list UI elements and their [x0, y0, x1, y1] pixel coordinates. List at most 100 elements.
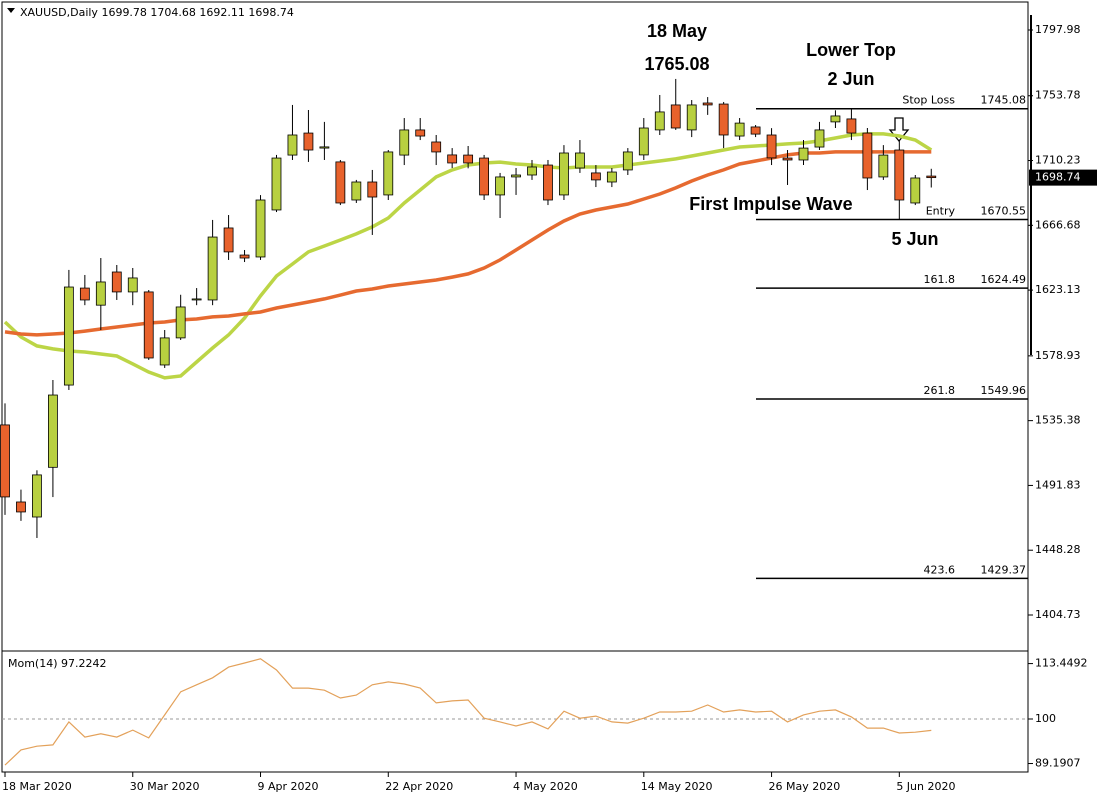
- candle-body: [159, 337, 170, 366]
- x-tick-label: 30 Mar 2020: [130, 780, 200, 793]
- candle-body: [16, 501, 26, 513]
- y-tick-label: 1578.93: [1035, 349, 1081, 362]
- price-label: 1698.74: [1035, 171, 1081, 184]
- level-value: 1429.37: [981, 563, 1027, 576]
- candle-body: [367, 181, 378, 198]
- moving-average: [4, 150, 932, 337]
- menu-arrow: [7, 8, 15, 13]
- candle-body: [239, 254, 250, 259]
- y-tick-label: 1753.78: [1035, 89, 1081, 102]
- price-box: [1029, 169, 1097, 186]
- candle-body: [559, 152, 569, 196]
- candle-body: [0, 424, 10, 498]
- y-tick-label: 113.4492: [1035, 657, 1088, 670]
- candle-body: [878, 154, 889, 178]
- candle-body: [527, 166, 537, 176]
- candle-body: [702, 102, 713, 106]
- candle-body: [303, 132, 314, 151]
- candle-body: [127, 277, 138, 293]
- candle-body: [606, 171, 617, 183]
- y-tick-label: 1535.38: [1035, 414, 1081, 427]
- candle-body: [111, 271, 122, 293]
- candle-body: [750, 126, 761, 135]
- candle-body: [207, 236, 218, 301]
- level-name: 161.8: [924, 273, 956, 286]
- x-tick-label: 4 May 2020: [513, 780, 578, 793]
- level-name: 261.8: [924, 384, 956, 397]
- candle-body: [223, 227, 234, 253]
- candle-body: [575, 152, 585, 169]
- y-tick-label: 1666.68: [1035, 218, 1081, 231]
- candle-body: [415, 129, 426, 137]
- candle-body: [319, 146, 330, 149]
- annotation: Lower Top: [806, 40, 896, 60]
- candle-body: [463, 154, 474, 164]
- candle-body: [511, 174, 521, 178]
- y-tick-label: 1448.28: [1035, 543, 1081, 556]
- y-tick-label: 1491.83: [1035, 478, 1081, 491]
- candle-body: [654, 111, 665, 131]
- candle-body: [894, 149, 905, 201]
- annotation: 18 May: [647, 21, 707, 41]
- candle-body: [622, 151, 633, 171]
- x-tick-label: 5 Jun 2020: [896, 780, 955, 793]
- annotation: First Impulse Wave: [689, 194, 852, 214]
- candle-body: [670, 104, 681, 129]
- candle-body: [79, 287, 90, 301]
- y-tick-label: 1623.13: [1035, 283, 1081, 296]
- y-tick-label: 100: [1035, 712, 1056, 725]
- candle-body: [830, 115, 841, 123]
- candle-body: [718, 103, 729, 136]
- y-tick-label: 89.1907: [1035, 757, 1081, 770]
- candle-body: [495, 176, 505, 196]
- candle-body: [32, 474, 42, 518]
- candle-body: [48, 394, 58, 468]
- chart-frame: [1, 1, 1029, 773]
- candle-body: [431, 141, 442, 153]
- x-tick-label: 9 Apr 2020: [258, 780, 319, 793]
- annotation: 1765.08: [644, 54, 709, 74]
- momentum-line: [4, 658, 932, 766]
- candle-body: [335, 161, 346, 204]
- candle-body: [910, 177, 921, 204]
- candle-body: [143, 291, 154, 359]
- x-tick-label: 14 May 2020: [641, 780, 713, 793]
- candle-body: [846, 118, 857, 134]
- level-value: 1624.49: [981, 273, 1027, 286]
- candle-body: [543, 164, 553, 201]
- x-tick-label: 22 Apr 2020: [385, 780, 453, 793]
- candle-body: [766, 134, 777, 159]
- y-tick-label: 1710.23: [1035, 154, 1081, 167]
- level-value: 1670.55: [981, 205, 1027, 218]
- indicator-title: Mom(14) 97.2242: [8, 657, 107, 670]
- candle-body: [287, 134, 298, 156]
- level-name: 423.6: [924, 563, 956, 576]
- candle-body: [255, 199, 266, 258]
- candle-body: [590, 172, 601, 181]
- candle-body: [191, 298, 202, 301]
- candle-body: [95, 281, 106, 306]
- candle-body: [862, 132, 873, 179]
- candle-body: [399, 129, 410, 156]
- y-tick-label: 1797.98: [1035, 23, 1081, 36]
- x-tick-label: 26 May 2020: [769, 780, 841, 793]
- level-value: 1549.96: [981, 384, 1027, 397]
- level-value: 1745.08: [981, 94, 1027, 107]
- candle-body: [175, 306, 186, 339]
- candle-body: [814, 129, 825, 148]
- candle-body: [351, 181, 362, 201]
- annotation: 5 Jun: [891, 229, 938, 249]
- candle-body: [63, 286, 74, 386]
- candle-body: [734, 122, 745, 137]
- level-name: Entry: [926, 205, 956, 218]
- candle-body: [798, 147, 809, 161]
- x-tick-label: 18 Mar 2020: [2, 780, 72, 793]
- annotation: 2 Jun: [827, 69, 874, 89]
- candle-body: [479, 157, 490, 196]
- y-tick-label: 1404.73: [1035, 608, 1081, 621]
- candle-body: [686, 104, 697, 131]
- level-name: Stop Loss: [902, 94, 955, 107]
- candle-body: [447, 154, 458, 164]
- candle-body: [782, 157, 793, 161]
